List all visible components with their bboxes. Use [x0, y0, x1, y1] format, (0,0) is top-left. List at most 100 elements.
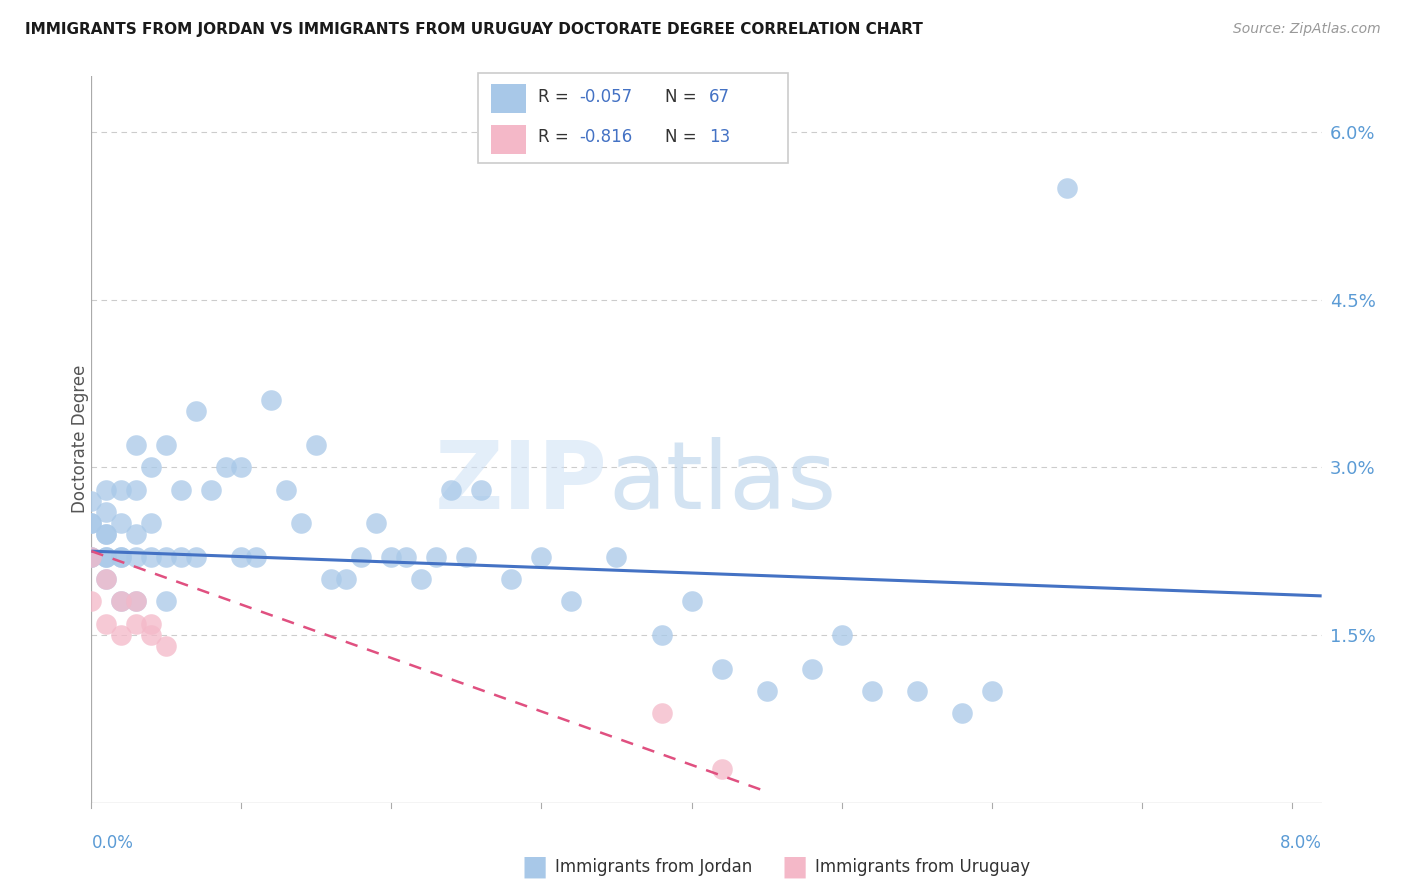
Point — [141, 549, 163, 564]
Point — [110, 549, 132, 564]
Point — [440, 483, 463, 497]
Text: IMMIGRANTS FROM JORDAN VS IMMIGRANTS FROM URUGUAY DOCTORATE DEGREE CORRELATION C: IMMIGRANTS FROM JORDAN VS IMMIGRANTS FRO… — [25, 22, 924, 37]
Text: N =: N = — [665, 88, 702, 106]
Text: ■: ■ — [522, 853, 547, 881]
Point — [96, 549, 118, 564]
Point — [831, 628, 853, 642]
Point — [411, 572, 433, 586]
Point — [260, 393, 283, 408]
Point — [215, 460, 238, 475]
Text: Immigrants from Uruguay: Immigrants from Uruguay — [815, 858, 1031, 876]
Point — [125, 527, 148, 541]
Point — [501, 572, 523, 586]
Point — [650, 628, 672, 642]
Point — [425, 549, 447, 564]
Point — [96, 549, 118, 564]
Text: -0.816: -0.816 — [579, 128, 633, 146]
Point — [605, 549, 627, 564]
Text: R =: R = — [538, 128, 575, 146]
Point — [80, 516, 103, 531]
Point — [650, 706, 672, 721]
Point — [245, 549, 267, 564]
Text: R =: R = — [538, 88, 575, 106]
Point — [125, 594, 148, 608]
Point — [96, 527, 118, 541]
Point — [141, 460, 163, 475]
Point — [200, 483, 222, 497]
Text: 8.0%: 8.0% — [1279, 834, 1322, 852]
Point — [110, 483, 132, 497]
Point — [366, 516, 388, 531]
Point — [155, 594, 177, 608]
Text: ZIP: ZIP — [436, 437, 607, 529]
Text: Source: ZipAtlas.com: Source: ZipAtlas.com — [1233, 22, 1381, 37]
Point — [125, 438, 148, 452]
Point — [110, 594, 132, 608]
Point — [96, 572, 118, 586]
Point — [110, 516, 132, 531]
Point — [155, 639, 177, 653]
Text: 0.0%: 0.0% — [91, 834, 134, 852]
Text: ■: ■ — [782, 853, 807, 881]
Point — [80, 493, 103, 508]
Point — [380, 549, 402, 564]
Point — [80, 549, 103, 564]
Point — [170, 483, 193, 497]
Point — [155, 438, 177, 452]
Text: 67: 67 — [710, 88, 730, 106]
Point — [125, 594, 148, 608]
Point — [395, 549, 418, 564]
Point — [560, 594, 582, 608]
Text: 13: 13 — [710, 128, 731, 146]
Point — [96, 616, 118, 631]
Point — [96, 572, 118, 586]
Point — [710, 762, 733, 776]
Text: N =: N = — [665, 128, 702, 146]
Point — [80, 516, 103, 531]
Point — [96, 483, 118, 497]
Point — [186, 549, 208, 564]
Point — [905, 684, 928, 698]
Text: atlas: atlas — [607, 437, 837, 529]
FancyBboxPatch shape — [491, 125, 526, 153]
Point — [470, 483, 492, 497]
Point — [305, 438, 328, 452]
Point — [110, 594, 132, 608]
Point — [456, 549, 478, 564]
Point — [170, 549, 193, 564]
Point — [231, 549, 253, 564]
FancyBboxPatch shape — [491, 84, 526, 112]
Point — [96, 505, 118, 519]
Text: -0.057: -0.057 — [579, 88, 633, 106]
Point — [755, 684, 778, 698]
Point — [335, 572, 357, 586]
Point — [125, 549, 148, 564]
Point — [141, 516, 163, 531]
Point — [860, 684, 883, 698]
Point — [530, 549, 553, 564]
Point — [681, 594, 703, 608]
Point — [80, 594, 103, 608]
Point — [125, 483, 148, 497]
Point — [800, 662, 823, 676]
Point — [141, 616, 163, 631]
Point — [350, 549, 373, 564]
Point — [321, 572, 343, 586]
Point — [110, 549, 132, 564]
Point — [80, 549, 103, 564]
Point — [155, 549, 177, 564]
Point — [1056, 180, 1078, 194]
Point — [290, 516, 312, 531]
Point — [125, 616, 148, 631]
Point — [710, 662, 733, 676]
Y-axis label: Doctorate Degree: Doctorate Degree — [72, 365, 89, 514]
Point — [276, 483, 298, 497]
FancyBboxPatch shape — [478, 73, 789, 163]
Text: Immigrants from Jordan: Immigrants from Jordan — [555, 858, 752, 876]
Point — [950, 706, 973, 721]
Point — [980, 684, 1002, 698]
Point — [96, 527, 118, 541]
Point — [110, 628, 132, 642]
Point — [231, 460, 253, 475]
Point — [186, 404, 208, 418]
